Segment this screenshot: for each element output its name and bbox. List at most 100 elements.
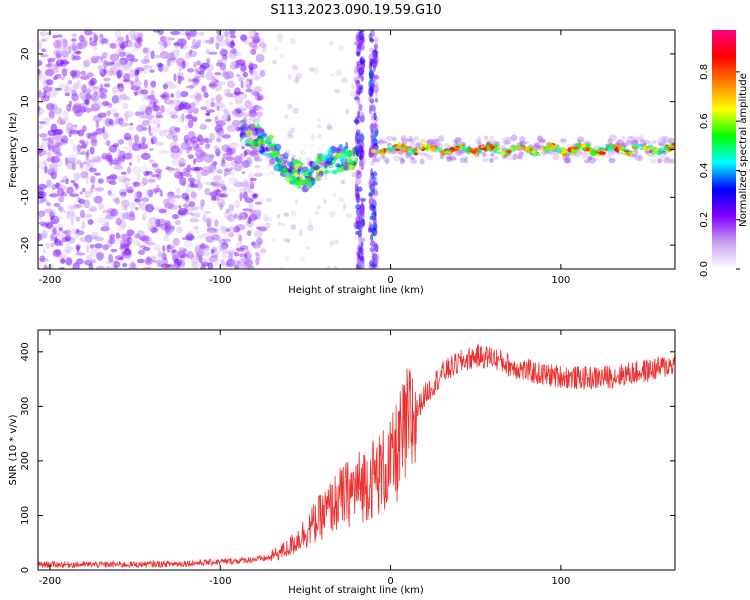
noise-blob [47, 136, 55, 144]
noise-blob [190, 216, 198, 222]
noise-blob [39, 255, 46, 263]
noise-blob [215, 183, 226, 187]
carrier-blob [605, 143, 611, 148]
noise-blob [84, 234, 93, 243]
sweep-blob [263, 140, 269, 145]
noise-blob [94, 236, 104, 242]
noise-blob [51, 183, 57, 191]
noise-blob [173, 194, 182, 199]
sweep-faint-blob [282, 238, 289, 242]
noise-blob [252, 35, 261, 44]
noise-blob [158, 150, 169, 155]
noise-blob [220, 226, 230, 235]
noise-blob [178, 259, 186, 268]
carrier-blob [496, 151, 502, 155]
noise-blob [193, 196, 198, 201]
noise-blob [169, 103, 179, 110]
noise-blob [117, 139, 125, 145]
sweep-blob [275, 158, 283, 163]
noise-blob [215, 79, 219, 83]
noise-blob [64, 229, 72, 236]
noise-blob [185, 233, 194, 241]
noise-blob [113, 265, 118, 269]
noise-blob [164, 211, 169, 216]
noise-blob [195, 93, 203, 102]
noise-blob [255, 257, 260, 266]
noise-blob [165, 107, 172, 116]
noise-blob [46, 202, 52, 207]
noise-blob [111, 95, 120, 104]
carrier-blob [524, 146, 530, 150]
noise-blob [209, 83, 218, 87]
noise-blob [185, 31, 189, 37]
carrier-blob [442, 151, 450, 156]
noise-blob [124, 96, 131, 101]
noise-blob [54, 142, 62, 147]
sweep-faint-blob [249, 89, 256, 96]
sweep-blob [294, 160, 300, 164]
noise-blob [136, 173, 141, 182]
noise-blob [161, 92, 170, 101]
noise-blob [80, 75, 90, 80]
sweep-faint-blob [330, 73, 335, 77]
noise-blob [66, 186, 74, 195]
noise-blob [86, 88, 92, 94]
carrier-halo-blob [386, 142, 392, 147]
sweep-faint-blob [248, 202, 254, 210]
carrier-halo-blob [400, 136, 408, 141]
noise-blob [66, 103, 71, 112]
noise-blob [152, 206, 163, 211]
noise-blob [142, 119, 150, 127]
noise-blob [132, 181, 141, 187]
sweep-blob [245, 130, 253, 137]
noise-blob [213, 228, 219, 234]
noise-blob [71, 46, 79, 51]
noise-blob [221, 134, 231, 139]
carrier-blob [561, 150, 568, 154]
noise-blob [192, 91, 201, 101]
sweep-faint-blob [328, 210, 336, 218]
carrier-halo-blob [560, 139, 567, 144]
sweep-faint-blob [272, 59, 277, 65]
noise-blob [218, 162, 229, 168]
band-blob [357, 110, 361, 119]
noise-blob [179, 176, 187, 186]
noise-blob [170, 93, 175, 98]
noise-blob [248, 79, 253, 85]
band-blob [355, 174, 359, 181]
noise-blob [155, 259, 165, 265]
noise-blob [164, 203, 174, 209]
spectrogram-marks [38, 30, 675, 269]
sweep-blob [297, 181, 302, 190]
noise-blob [99, 68, 107, 77]
noise-blob [166, 52, 177, 62]
noise-blob [161, 66, 169, 73]
sweep-faint-blob [298, 156, 302, 162]
noise-blob [79, 191, 83, 195]
noise-blob [254, 111, 264, 117]
carrier-halo-blob [608, 157, 616, 164]
noise-blob [53, 202, 61, 208]
carrier-blob [562, 152, 568, 157]
carrier-halo-blob [392, 136, 397, 142]
sweep-faint-blob [248, 222, 254, 229]
sweep-faint-blob [286, 238, 291, 243]
noise-blob [194, 146, 203, 152]
figure-title: S113.2023.090.19.59.G10 [270, 3, 441, 18]
noise-blob [57, 134, 66, 139]
noise-blob [234, 251, 239, 257]
band-blob [372, 215, 377, 226]
noise-blob [136, 241, 141, 247]
noise-blob [192, 158, 197, 165]
noise-blob [191, 64, 199, 68]
noise-blob [145, 105, 151, 110]
noise-blob [128, 126, 135, 131]
noise-blob [58, 43, 68, 53]
carrier-blob [407, 147, 413, 152]
sweep-blob [327, 147, 333, 155]
band-blob [374, 74, 380, 80]
band-blob [368, 53, 373, 60]
noise-blob [227, 188, 236, 193]
band-blob [355, 79, 361, 85]
noise-blob [93, 195, 103, 204]
